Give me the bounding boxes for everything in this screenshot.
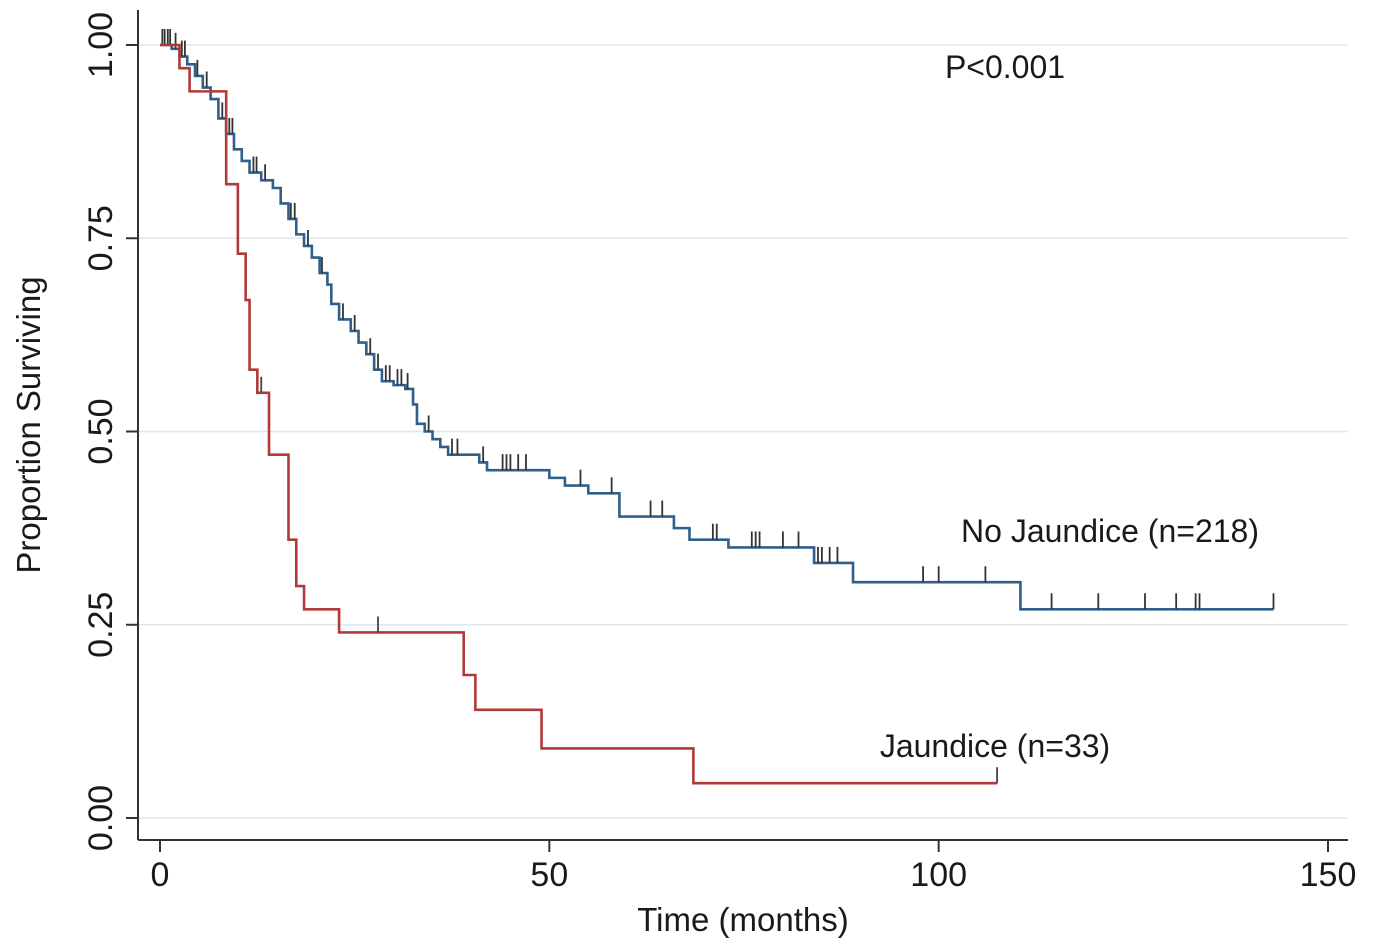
gridlines <box>138 44 1348 819</box>
y-tick-label: 1.00 <box>82 12 120 78</box>
series-group-1 <box>160 43 998 785</box>
x-tick-label: 150 <box>1300 856 1357 894</box>
series-label-jaundice: Jaundice (n=33) <box>880 728 1110 764</box>
y-axis-title: Proportion Surviving <box>10 276 47 573</box>
y-tick-label: 0.50 <box>82 398 120 464</box>
x-tick-label: 0 <box>151 856 170 894</box>
x-tick-label: 50 <box>530 856 568 894</box>
series-line <box>160 43 998 785</box>
series-label-no-jaundice: No Jaundice (n=218) <box>961 513 1259 549</box>
tick-marks: 0.00 0.25 0.50 0.75 1.00 0 50 100 150 <box>82 12 1356 894</box>
axes <box>137 10 1348 841</box>
series <box>160 29 1275 785</box>
y-tick-label: 0.75 <box>82 205 120 271</box>
x-tick-label: 100 <box>910 856 967 894</box>
x-axis-title: Time (months) <box>637 901 848 938</box>
y-tick-label: 0.00 <box>82 785 120 851</box>
y-tick-label: 0.25 <box>82 592 120 658</box>
p-value-annotation: P<0.001 <box>945 49 1065 85</box>
